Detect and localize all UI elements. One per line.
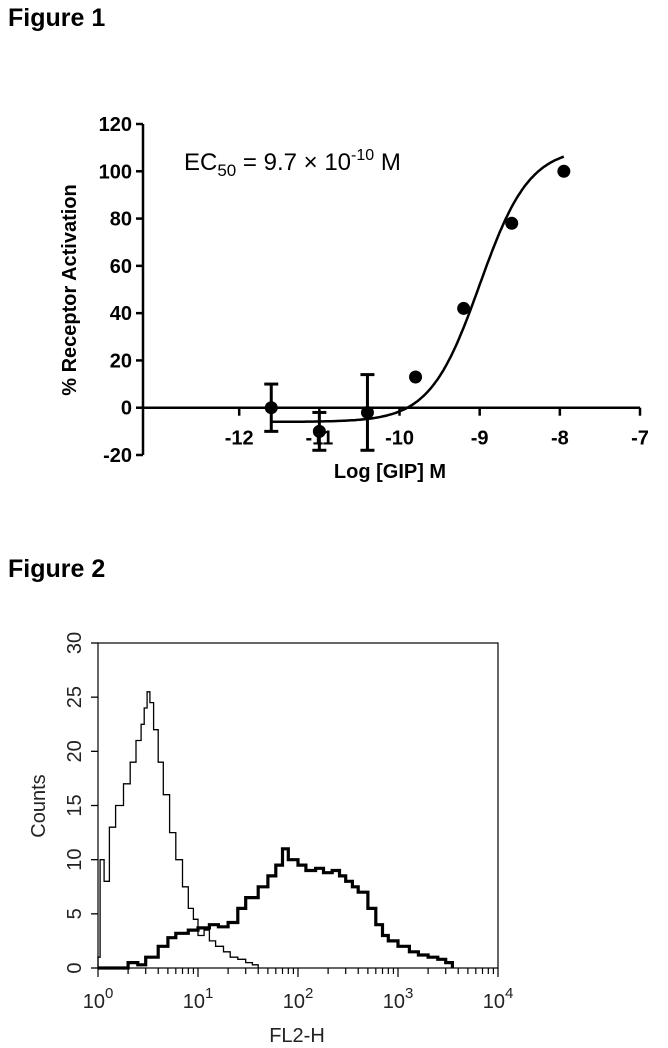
c1-y-tick-label: -20 [103,445,132,467]
c2-series-thick [98,847,454,970]
c2-y-tick-label: 10 [64,849,86,871]
c2-x-tick-label: 102 [283,985,314,1013]
c2-series-thin [97,691,259,968]
c2-axes: 0 5 10 15 20 25 30 100 101 102 103 104 [64,632,513,1013]
c2-y-tick-label: 25 [64,686,86,708]
c2-x-axis-label: FL2-H [269,1025,325,1047]
c1-x-tick-label: -10 [385,428,414,450]
c2-y-tick-label: 0 [64,962,86,973]
c1-y-tick-label: 20 [110,350,132,372]
c1-data-point [457,301,471,315]
c1-x-tick-label: -7 [631,428,649,450]
c1-points [264,164,571,452]
c1-x-tick-label: -8 [551,428,569,450]
c1-data-point [312,424,326,438]
c2-y-tick-label: 20 [64,740,86,762]
c2-series [97,691,454,970]
c2-y-tick-label: 5 [64,908,86,919]
ec50-annotation: EC50 = 9.7 × 10-10 M [184,147,401,180]
c1-x-tick-label: -9 [471,428,489,450]
c1-data-point [264,401,278,415]
figure-1-title: Figure 1 [8,4,106,32]
c1-y-tick-label: 0 [121,398,132,420]
c2-y-tick-label: 30 [64,632,86,654]
c2-y-tick-label: 15 [64,794,86,816]
c2-x-tick-label: 103 [383,985,414,1013]
c1-y-tick-label: 100 [99,161,132,183]
c1-y-tick-label: 80 [110,209,132,231]
c1-y-tick-label: 120 [99,114,132,136]
figure-2-title: Figure 2 [8,555,106,583]
c2-plot-frame [97,642,499,969]
c1-data-point [505,216,519,230]
c1-y-axis-label: % Receptor Activation [59,184,81,396]
c1-y-tick-label: 60 [110,256,132,278]
c2-y-axis-label: Counts [28,774,50,837]
c2-x-tick-label: 100 [83,985,114,1013]
c1-data-point [557,164,571,178]
c2-x-tick-label: 104 [483,985,514,1013]
c1-data-point [360,405,374,419]
c2-x-tick-label: 101 [183,985,214,1013]
c1-x-axis-label: Log [GIP] M [334,461,446,483]
c1-x-tick-label: -12 [225,428,254,450]
c1-y-tick-label: 40 [110,303,132,325]
c1-data-point [409,370,423,384]
